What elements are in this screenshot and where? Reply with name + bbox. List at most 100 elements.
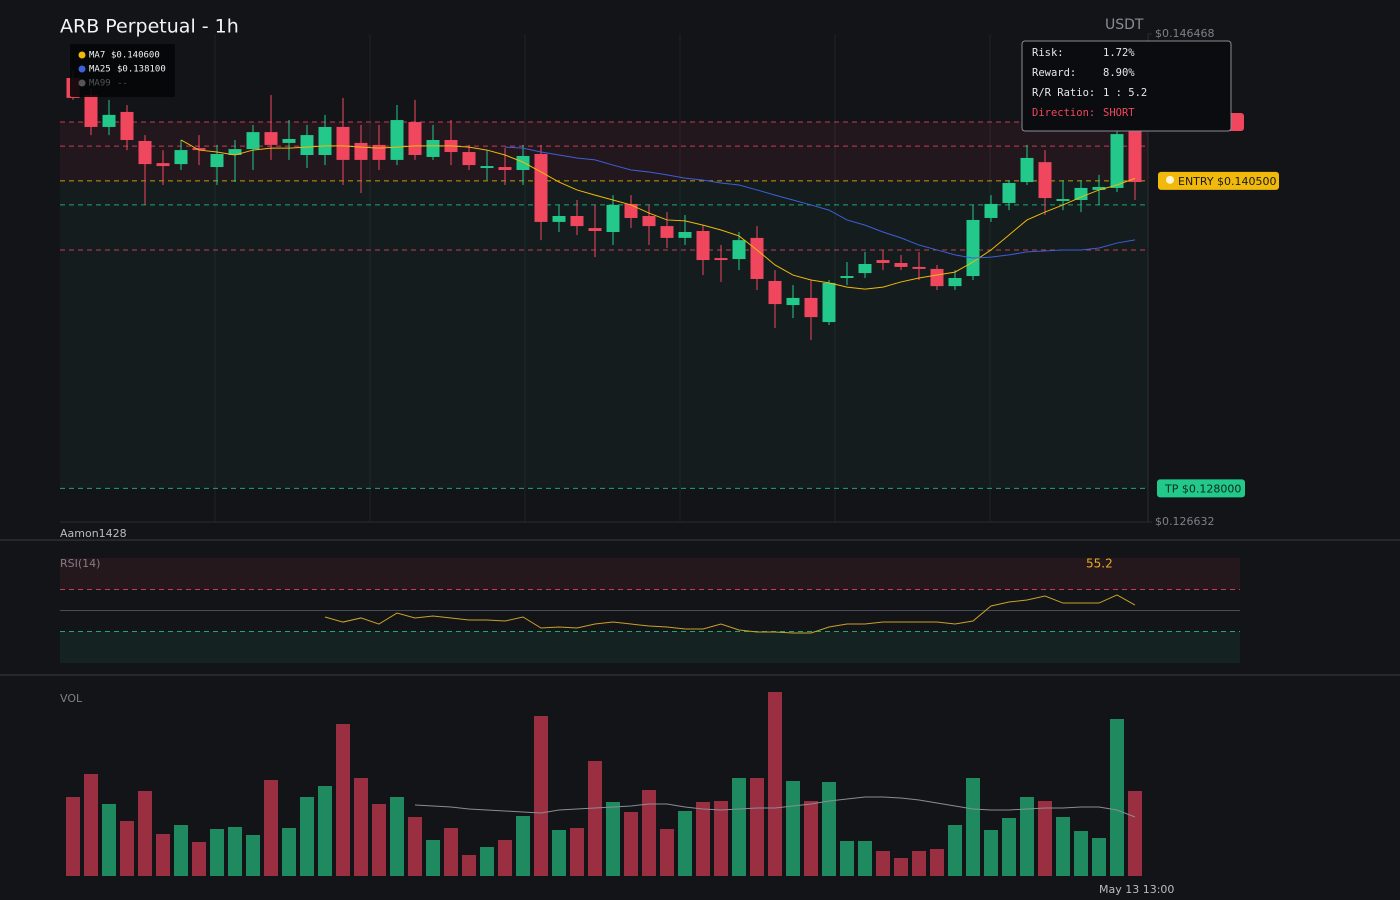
risk-row-value: 1.72% — [1103, 47, 1135, 59]
candle-body — [390, 120, 404, 160]
moving-average-line — [180, 139, 1136, 290]
candle-body — [354, 142, 368, 160]
candle-body — [660, 226, 674, 238]
moving-average-line — [504, 146, 1136, 259]
candle-body — [876, 260, 890, 263]
candle-body — [552, 216, 566, 222]
candle-body — [894, 262, 908, 267]
volume-bar — [444, 828, 458, 876]
volume-bar — [912, 851, 926, 876]
risk-row-value: 1 : 5.2 — [1103, 87, 1147, 99]
candle-body — [588, 228, 602, 232]
candle-body — [750, 237, 764, 279]
candle-body — [120, 111, 134, 140]
reward-zone — [60, 180, 1148, 489]
volume-bar — [750, 778, 764, 876]
entry-label: ENTRY $0.140500 — [1178, 175, 1277, 188]
candle-body — [102, 114, 116, 127]
candle-body — [930, 268, 944, 287]
volume-bar — [588, 761, 602, 876]
candle-body — [1110, 134, 1124, 188]
volume-bar — [174, 825, 188, 876]
candle-body — [426, 139, 440, 157]
chart-title: ARB Perpetual - 1h — [60, 16, 239, 38]
candle-body — [822, 282, 836, 323]
candle-body — [516, 155, 530, 170]
legend-name: MA25 — [89, 65, 111, 75]
candle-body — [1038, 162, 1052, 199]
rsi-line — [324, 594, 1136, 634]
candle-body — [300, 135, 314, 155]
candle-body — [480, 166, 494, 169]
volume-bar — [732, 778, 746, 876]
legend-value: $0.138100 — [117, 65, 166, 75]
candle-body — [408, 122, 422, 155]
volume-bar — [498, 840, 512, 876]
volume-bar — [948, 825, 962, 876]
volume-bar — [300, 797, 314, 876]
volume-bar — [570, 828, 584, 876]
legend-box — [70, 44, 175, 97]
volume-bar — [624, 812, 638, 876]
volume-bar — [534, 716, 548, 876]
risk-row-value: 8.90% — [1103, 67, 1135, 79]
volume-bar — [930, 849, 944, 876]
volume-bar — [804, 801, 818, 876]
candle-body — [336, 126, 350, 160]
volume-bar — [462, 855, 476, 876]
legend-dot — [78, 51, 86, 59]
risk-row-label: Reward: — [1032, 67, 1076, 79]
volume-bar — [264, 780, 278, 876]
volume-bar — [1074, 831, 1088, 876]
candle-body — [534, 154, 548, 222]
legend-dot — [78, 79, 86, 87]
volume-bar — [336, 724, 350, 876]
legend-value: $0.140600 — [111, 51, 160, 61]
legend-dot — [78, 65, 86, 73]
candle-body — [174, 150, 188, 165]
volume-bar — [156, 834, 170, 876]
volume-bar — [642, 790, 656, 876]
volume-bar — [966, 778, 980, 876]
candle-body — [192, 148, 206, 151]
candle-body — [570, 216, 584, 227]
watermark: Aamon1428 — [60, 527, 127, 540]
volume-bar — [768, 692, 782, 876]
candle-body — [84, 94, 98, 127]
volume-bar — [390, 797, 404, 876]
candle-body — [768, 280, 782, 305]
legend-value: -- — [117, 79, 128, 89]
candle-body — [462, 152, 476, 166]
candle-body — [210, 154, 224, 168]
volume-ma-line — [414, 796, 1136, 818]
candle-body — [282, 139, 296, 143]
volume-bar — [102, 804, 116, 876]
volume-title: VOL — [60, 692, 83, 705]
candle-body — [246, 132, 260, 150]
volume-bar — [120, 821, 134, 876]
time-grid — [214, 34, 991, 522]
volume-bar — [1056, 817, 1070, 876]
volume-bar — [372, 804, 386, 876]
volume-bar — [552, 830, 566, 876]
currency-unit: USDT — [1105, 17, 1144, 33]
volume-bar — [408, 817, 422, 876]
legend-name: MA7 — [89, 51, 105, 61]
risk-row-label: Risk: — [1032, 47, 1064, 59]
volume-bar — [786, 781, 800, 876]
volume-bar — [354, 778, 368, 876]
candle-body — [732, 240, 746, 260]
risk-row-label: R/R Ratio: — [1032, 87, 1095, 99]
volume-bar — [318, 786, 332, 876]
volume-bar — [696, 802, 710, 876]
volume-bar — [1092, 838, 1106, 876]
volume-bar — [876, 851, 890, 876]
candle-body — [1002, 183, 1016, 203]
volume-bar — [822, 782, 836, 876]
candle-body — [678, 231, 692, 238]
x-tick-label: May 13 13:00 — [1099, 883, 1174, 896]
candle-body — [984, 203, 998, 218]
candle-body — [1128, 118, 1142, 183]
volume-bar — [678, 811, 692, 876]
